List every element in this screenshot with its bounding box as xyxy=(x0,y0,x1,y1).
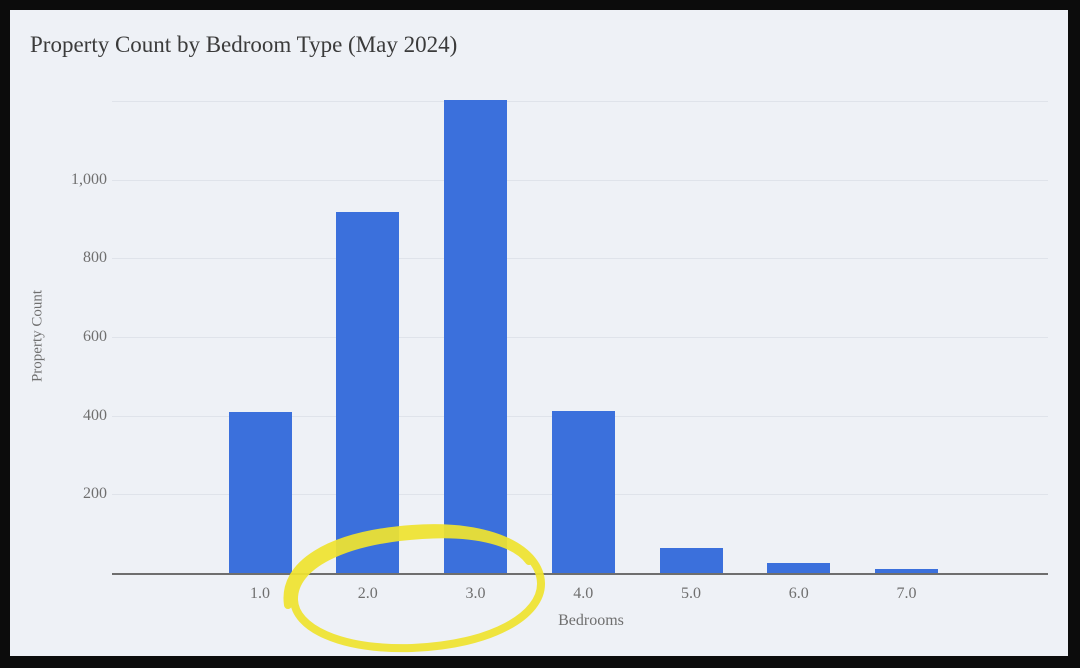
bar-6.0 xyxy=(767,562,831,573)
bar-5.0 xyxy=(659,547,723,573)
x-tick-label: 5.0 xyxy=(681,585,701,602)
gridline xyxy=(112,179,1048,181)
x-tick-label: 3.0 xyxy=(465,585,486,602)
x-tick-label: 6.0 xyxy=(788,585,809,602)
plot-area xyxy=(112,97,1048,575)
y-tick-label: 400 xyxy=(83,406,107,424)
gridline xyxy=(112,336,1048,338)
x-tick-label: 1.0 xyxy=(250,585,270,602)
bar-7.0 xyxy=(875,569,938,573)
bar-4.0 xyxy=(551,410,615,573)
y-axis-title: Property Count xyxy=(29,289,46,383)
gridline xyxy=(112,258,1048,260)
bar-2.0 xyxy=(336,211,400,573)
y-tick-label: 200 xyxy=(83,485,107,503)
x-axis-title: Bedrooms xyxy=(558,612,624,629)
y-axis-tick-labels: 200 400 600 800 1,000 xyxy=(10,10,107,656)
y-tick-label: 1,000 xyxy=(71,170,107,188)
y-tick-label: 600 xyxy=(83,327,107,345)
x-tick-label: 7.0 xyxy=(896,585,917,602)
gridline xyxy=(112,100,1048,102)
x-tick-label: 2.0 xyxy=(357,585,378,602)
bar-1.0 xyxy=(228,411,292,573)
x-tick-label: 4.0 xyxy=(573,585,594,602)
y-tick-label: 800 xyxy=(83,249,107,267)
chart-title: Property Count by Bedroom Type (May 2024… xyxy=(30,32,458,57)
bar-3.0 xyxy=(444,99,507,573)
chart-canvas: Property Count by Bedroom Type (May 2024… xyxy=(10,10,1068,656)
x-axis-tick-labels: 1.0 2.0 3.0 4.0 5.0 6.0 7.0 xyxy=(112,582,1048,606)
